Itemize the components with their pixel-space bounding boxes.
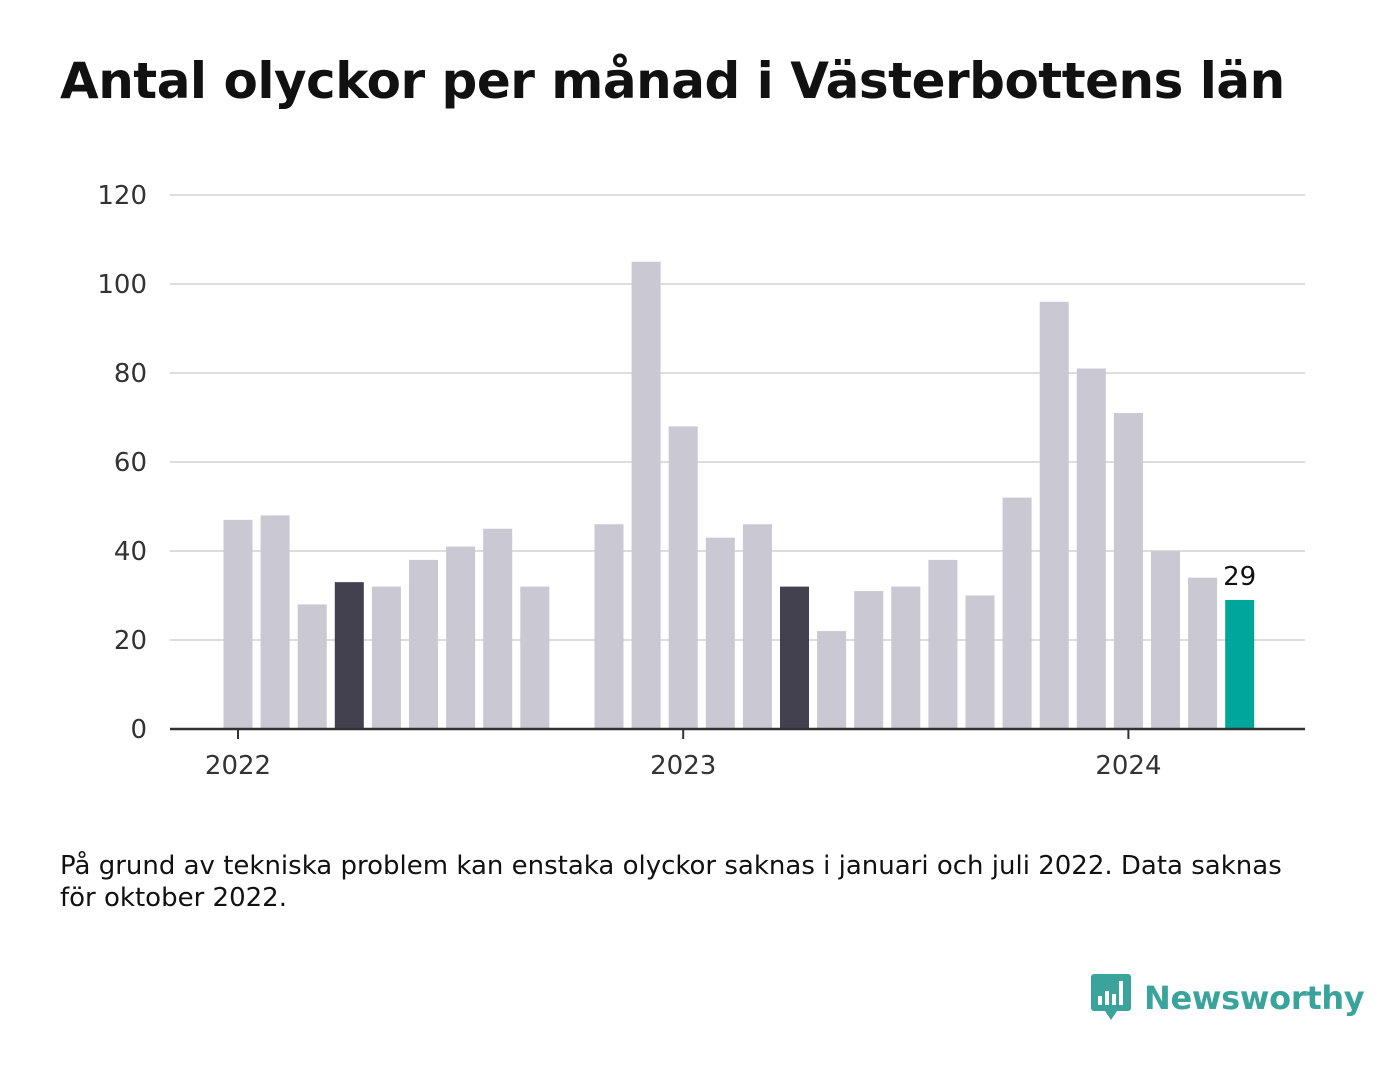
x-axis: 2022 2023 2024 bbox=[170, 727, 1305, 781]
x-tick-label: 2024 bbox=[1095, 751, 1161, 781]
bar-2023-05 bbox=[817, 631, 847, 729]
bar-2022-03 bbox=[297, 604, 327, 729]
bar-2022-07 bbox=[446, 546, 476, 729]
x-tick-label: 2022 bbox=[205, 751, 271, 781]
bar-2024-04 bbox=[1225, 599, 1255, 729]
bar-2023-07 bbox=[891, 586, 921, 729]
bar-2022-05 bbox=[371, 586, 401, 729]
bar-2023-11 bbox=[1039, 301, 1069, 729]
bar-2022-02 bbox=[260, 515, 290, 729]
footnote: På grund av tekniska problem kan enstaka… bbox=[60, 851, 1282, 913]
bar-2023-03 bbox=[742, 524, 772, 729]
bar-2022-09 bbox=[520, 586, 550, 729]
bar-2022-12 bbox=[631, 261, 661, 729]
brand-name: Newsworthy bbox=[1144, 979, 1365, 1017]
bar-2023-06 bbox=[854, 591, 884, 729]
y-tick-label: 80 bbox=[114, 359, 147, 389]
newsworthy-logo-icon bbox=[1091, 974, 1131, 1020]
y-axis: 0 20 40 60 80 100 120 bbox=[97, 181, 147, 745]
y-tick-label: 20 bbox=[114, 626, 147, 656]
y-tick-label: 0 bbox=[130, 715, 147, 745]
y-tick-label: 100 bbox=[97, 270, 147, 300]
bar-2023-01 bbox=[668, 426, 698, 729]
bar-chart: 0 20 40 60 80 100 120 2022 2023 2024 29 bbox=[97, 181, 1305, 781]
bar-2024-02 bbox=[1151, 551, 1180, 729]
bar-2023-10 bbox=[1002, 497, 1032, 729]
chart-title: Antal olyckor per månad i Västerbottens … bbox=[60, 52, 1285, 110]
bar-2023-02 bbox=[705, 537, 735, 729]
bar-2022-06 bbox=[409, 559, 438, 729]
y-tick-label: 40 bbox=[114, 537, 147, 567]
bar-2023-12 bbox=[1076, 368, 1106, 729]
bar-2022-01 bbox=[223, 519, 253, 729]
bar-2024-01 bbox=[1113, 413, 1143, 729]
x-tick-label: 2023 bbox=[650, 751, 716, 781]
bars bbox=[223, 261, 1255, 729]
brand-logo[interactable]: Newsworthy bbox=[1090, 970, 1365, 1026]
bar-2022-04 bbox=[334, 582, 364, 729]
bar-2024-03 bbox=[1188, 577, 1218, 729]
bar-2022-11 bbox=[594, 524, 624, 729]
y-tick-label: 120 bbox=[97, 181, 147, 211]
y-tick-label: 60 bbox=[114, 448, 147, 478]
bar-2023-04 bbox=[780, 586, 809, 729]
bar-2023-08 bbox=[928, 559, 958, 729]
data-labels: 29 bbox=[1223, 562, 1256, 592]
bar-2023-09 bbox=[965, 595, 995, 729]
value-label-latest: 29 bbox=[1223, 562, 1256, 592]
bar-2022-08 bbox=[483, 528, 513, 729]
